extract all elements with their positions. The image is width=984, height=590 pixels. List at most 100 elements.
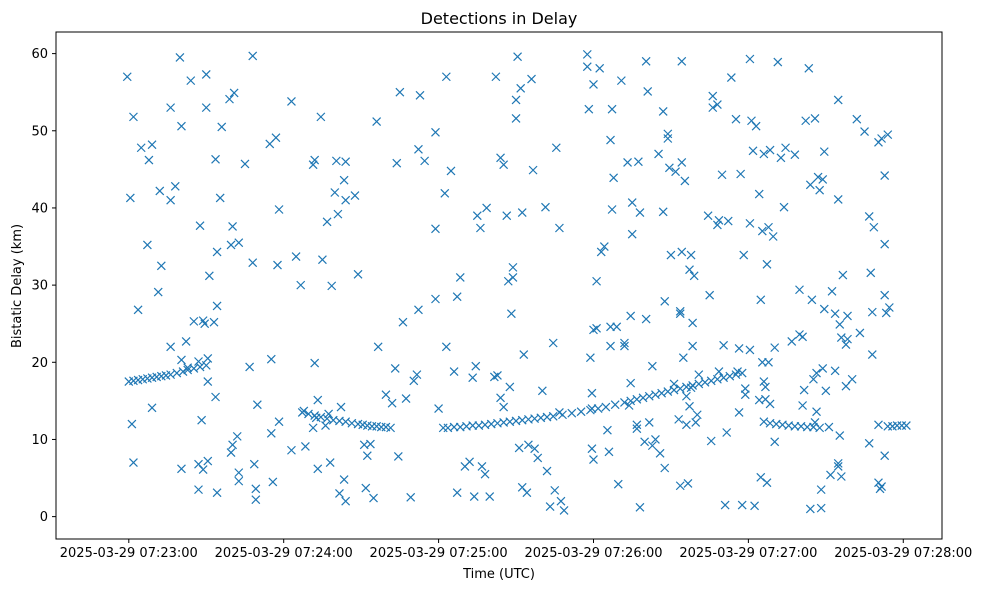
data-point	[877, 482, 887, 491]
data-point	[322, 217, 332, 227]
data-point	[734, 408, 744, 417]
data-point	[335, 489, 344, 498]
data-point	[757, 357, 767, 367]
data-point	[395, 87, 405, 97]
data-point	[836, 333, 846, 343]
data-point	[194, 357, 203, 366]
data-point	[551, 143, 561, 153]
data-point	[835, 431, 845, 441]
data-point	[197, 415, 207, 425]
data-point	[632, 424, 642, 434]
data-point	[505, 382, 515, 392]
data-point	[225, 94, 234, 104]
data-point	[827, 286, 837, 296]
x-axis-label: Time (UTC)	[462, 567, 535, 582]
data-point	[705, 290, 715, 300]
data-point	[685, 401, 694, 411]
data-point	[339, 175, 349, 185]
x-tick-label: 2025-03-29 07:25:00	[370, 546, 508, 561]
data-point	[251, 495, 261, 505]
data-point	[545, 502, 555, 512]
data-point	[604, 447, 614, 457]
data-point	[739, 250, 749, 260]
data-point	[606, 322, 615, 332]
data-point	[522, 488, 532, 498]
data-point	[366, 439, 375, 449]
data-point	[671, 167, 681, 177]
data-point	[469, 492, 479, 501]
data-point	[833, 195, 843, 204]
data-point	[700, 377, 710, 387]
data-point	[658, 207, 668, 217]
data-point	[703, 211, 713, 221]
data-point	[198, 316, 208, 326]
data-point	[612, 322, 622, 332]
data-point	[892, 421, 902, 430]
data-point	[830, 309, 840, 319]
data-point	[826, 470, 835, 480]
data-point	[795, 285, 804, 295]
data-point	[830, 366, 840, 376]
data-point	[517, 208, 527, 217]
data-point	[576, 407, 586, 417]
data-point	[381, 390, 391, 400]
data-point	[480, 469, 490, 479]
data-point	[599, 242, 609, 251]
data-point	[471, 361, 481, 371]
data-point	[195, 362, 205, 372]
data-point	[203, 354, 213, 363]
data-point	[805, 504, 815, 514]
data-point	[818, 364, 828, 373]
data-point	[589, 80, 598, 89]
data-point	[722, 428, 732, 437]
data-point	[376, 422, 386, 432]
data-point	[644, 391, 654, 401]
data-point	[635, 502, 645, 512]
data-point	[658, 107, 668, 116]
data-point	[475, 223, 485, 233]
data-point	[864, 438, 874, 448]
data-point	[527, 74, 536, 84]
data-point	[240, 159, 250, 169]
data-point	[508, 262, 518, 272]
data-point	[620, 338, 629, 348]
data-point	[781, 143, 790, 153]
data-point	[212, 488, 222, 498]
data-point	[311, 413, 321, 423]
data-point	[367, 421, 377, 431]
data-point	[592, 276, 602, 286]
data-point	[268, 477, 278, 487]
data-point	[731, 370, 741, 380]
data-point	[441, 72, 451, 82]
data-point	[745, 218, 755, 228]
data-point	[554, 223, 564, 233]
data-point	[818, 174, 828, 184]
data-point	[595, 63, 605, 73]
data-point	[816, 485, 826, 495]
x-tick-label: 2025-03-29 07:26:00	[524, 546, 662, 561]
data-point	[768, 232, 778, 241]
data-point	[142, 240, 152, 250]
data-point	[327, 281, 337, 291]
data-point	[401, 394, 411, 403]
data-point	[860, 127, 869, 136]
data-point	[660, 296, 670, 306]
data-point	[556, 496, 566, 506]
data-point	[654, 149, 663, 159]
data-point	[745, 345, 755, 355]
data-point	[616, 76, 626, 86]
data-point	[441, 342, 451, 352]
data-point	[798, 332, 808, 342]
data-point	[449, 422, 459, 432]
data-point	[129, 458, 138, 468]
data-point	[688, 318, 698, 328]
data-point	[234, 476, 244, 486]
data-point	[762, 259, 772, 269]
data-point	[548, 338, 558, 348]
y-tick-label: 40	[31, 201, 48, 216]
y-axis-label: Bistatic Delay (km)	[10, 224, 25, 348]
data-point	[897, 421, 907, 430]
y-tick-label: 60	[31, 47, 48, 62]
data-point	[880, 451, 890, 461]
